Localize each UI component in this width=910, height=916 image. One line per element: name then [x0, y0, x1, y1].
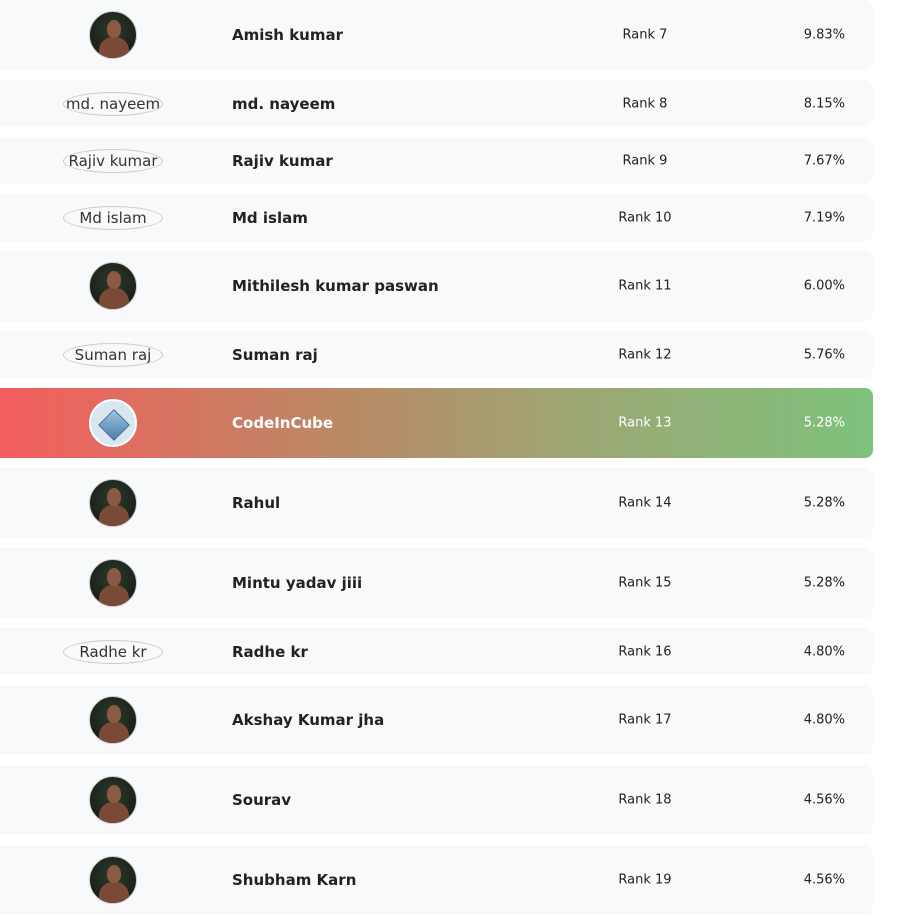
percent: 5.28% — [803, 495, 845, 511]
percent: 6.00% — [803, 278, 845, 294]
rank: Rank 14 — [618, 495, 672, 511]
leaderboard-row: Mithilesh kumar paswan Rank 11 6.00% — [0, 251, 873, 321]
user-name: Rajiv kumar — [232, 151, 333, 170]
user-name: Mithilesh kumar paswan — [232, 277, 439, 295]
avatar-figure — [99, 37, 129, 58]
user-name: Amish kumar — [232, 26, 344, 44]
rank: Rank 9 — [622, 153, 668, 168]
leaderboard-row: Sourav Rank 18 4.56% — [0, 765, 873, 835]
rank: Rank 16 — [618, 644, 672, 659]
avatar-figure — [107, 20, 121, 38]
user-name: Suman raj — [232, 345, 318, 364]
avatar-figure — [107, 705, 121, 723]
avatar — [89, 559, 137, 607]
avatar-logo — [98, 409, 130, 441]
broken-avatar: Radhe kr — [63, 639, 163, 664]
rank: Rank 12 — [618, 347, 672, 362]
avatar — [89, 856, 137, 904]
rank: Rank 17 — [618, 712, 672, 728]
avatar — [89, 479, 137, 527]
broken-avatar: Rajiv kumar — [63, 148, 163, 173]
percent: 5.28% — [803, 415, 845, 431]
avatar-figure — [107, 785, 121, 803]
avatar — [89, 696, 137, 744]
rank: Rank 10 — [618, 210, 672, 225]
rank: Rank 18 — [618, 792, 672, 808]
percent: 7.19% — [803, 210, 845, 225]
avatar-figure — [107, 568, 121, 586]
avatar-figure — [99, 802, 129, 823]
leaderboard-row: Shubham Karn Rank 19 4.56% — [0, 845, 873, 915]
avatar-figure — [99, 288, 129, 309]
avatar — [89, 11, 137, 59]
percent: 5.28% — [803, 575, 845, 591]
rank: Rank 11 — [618, 278, 672, 294]
percent: 4.80% — [803, 644, 845, 659]
avatar — [89, 262, 137, 310]
leaderboard-row: Akshay Kumar jha Rank 17 4.80% — [0, 685, 873, 755]
percent: 9.83% — [803, 27, 845, 43]
avatar-figure — [107, 488, 121, 506]
user-name: Shubham Karn — [232, 871, 357, 889]
user-name: Mintu yadav jiii — [232, 574, 363, 592]
user-name: Sourav — [232, 791, 292, 809]
broken-avatar: Md islam — [63, 205, 163, 230]
rank: Rank 15 — [618, 575, 672, 591]
leaderboard-row: Radhe kr Radhe kr Rank 16 4.80% — [0, 628, 873, 675]
broken-avatar: md. nayeem — [63, 91, 163, 116]
percent: 5.76% — [803, 347, 845, 362]
broken-avatar: Suman raj — [63, 342, 163, 367]
avatar-figure — [99, 722, 129, 743]
leaderboard-row: md. nayeem md. nayeem Rank 8 8.15% — [0, 80, 873, 127]
avatar-figure — [99, 505, 129, 526]
percent: 8.15% — [803, 96, 845, 111]
avatar — [89, 776, 137, 824]
leaderboard-row: Mintu yadav jiii Rank 15 5.28% — [0, 548, 873, 618]
leaderboard-row: Rahul Rank 14 5.28% — [0, 468, 873, 538]
rank: Rank 19 — [618, 872, 672, 888]
rank: Rank 8 — [622, 96, 668, 111]
avatar-figure — [107, 271, 121, 289]
user-name: md. nayeem — [232, 94, 336, 113]
leaderboard-row: Md islam Md islam Rank 10 7.19% — [0, 194, 873, 241]
user-name: Rahul — [232, 494, 281, 512]
avatar-figure — [99, 585, 129, 606]
rank: Rank 13 — [618, 415, 672, 431]
user-name: CodeInCube — [232, 414, 334, 432]
avatar-figure — [107, 865, 121, 883]
leaderboard-row: Amish kumar Rank 7 9.83% — [0, 0, 873, 70]
percent: 4.56% — [803, 872, 845, 888]
leaderboard-row: Suman raj Suman raj Rank 12 5.76% — [0, 331, 873, 378]
leaderboard-row: CodeInCube Rank 13 5.28% — [0, 388, 873, 458]
leaderboard-row: Rajiv kumar Rajiv kumar Rank 9 7.67% — [0, 137, 873, 184]
avatar-figure — [99, 882, 129, 903]
avatar — [89, 399, 137, 447]
percent: 4.56% — [803, 792, 845, 808]
percent: 7.67% — [803, 153, 845, 168]
user-name: Md islam — [232, 208, 308, 227]
user-name: Radhe kr — [232, 642, 308, 661]
rank: Rank 7 — [622, 27, 668, 43]
user-name: Akshay Kumar jha — [232, 711, 385, 729]
percent: 4.80% — [803, 712, 845, 728]
